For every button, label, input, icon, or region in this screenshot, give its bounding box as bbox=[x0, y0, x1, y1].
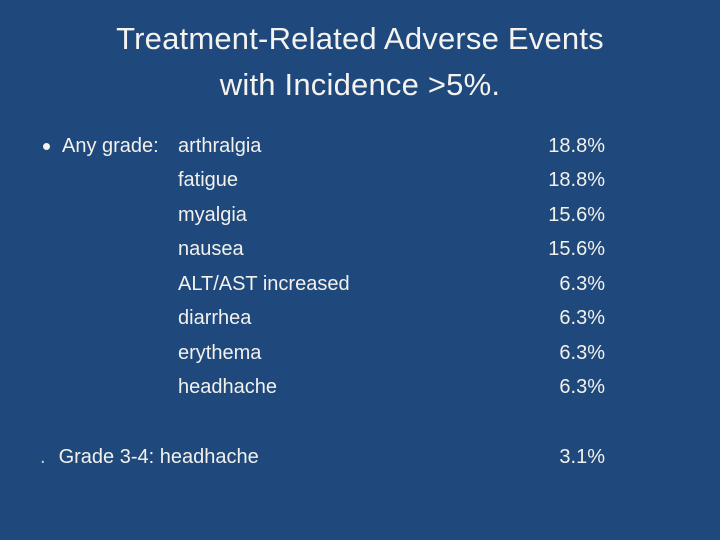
slide-title: Treatment-Related Adverse Events with In… bbox=[0, 16, 720, 108]
period-bullet: . bbox=[40, 445, 46, 468]
event-name: myalgia bbox=[178, 203, 247, 226]
event-row: fatigue 18.8% bbox=[0, 164, 720, 199]
event-row: Any grade: arthralgia 18.8% bbox=[0, 129, 720, 164]
event-row: nausea 15.6% bbox=[0, 233, 720, 268]
event-value: 18.8% bbox=[548, 169, 605, 192]
event-value: 6.3% bbox=[559, 376, 605, 399]
any-grade-prefix: Any grade: bbox=[0, 135, 178, 158]
event-name: ALT/AST increased bbox=[178, 272, 350, 295]
event-value: 6.3% bbox=[559, 341, 605, 364]
bullet-icon bbox=[43, 142, 50, 150]
slide-title-line-2: with Incidence >5%. bbox=[219, 67, 501, 102]
grade-3-4-value: 3.1% bbox=[559, 445, 605, 468]
event-value: 18.8% bbox=[548, 134, 605, 157]
event-row: ALT/AST increased 6.3% bbox=[0, 267, 720, 302]
grade-3-4-label: Grade 3-4: headhache bbox=[58, 445, 259, 468]
event-name: diarrhea bbox=[178, 307, 252, 330]
event-row: erythema 6.3% bbox=[0, 336, 720, 371]
event-value: 6.3% bbox=[559, 307, 605, 330]
event-value: 15.6% bbox=[548, 203, 605, 226]
event-row: headhache 6.3% bbox=[0, 371, 720, 406]
event-value: 15.6% bbox=[548, 238, 605, 261]
event-name: fatigue bbox=[178, 169, 239, 192]
event-name: erythema bbox=[178, 341, 262, 364]
grade-3-4-row: . Grade 3-4: headhache 3.1% bbox=[0, 440, 720, 474]
event-name: headhache bbox=[178, 376, 277, 399]
event-value: 6.3% bbox=[559, 272, 605, 295]
any-grade-list: Any grade: arthralgia 18.8% fatigue 18.8… bbox=[0, 129, 720, 405]
event-name: nausea bbox=[178, 238, 244, 261]
any-grade-label: Any grade: bbox=[62, 134, 159, 157]
event-row: diarrhea 6.3% bbox=[0, 302, 720, 337]
slide-title-line-1: Treatment-Related Adverse Events bbox=[116, 21, 604, 56]
event-row: myalgia 15.6% bbox=[0, 198, 720, 233]
event-name: arthralgia bbox=[178, 134, 262, 157]
